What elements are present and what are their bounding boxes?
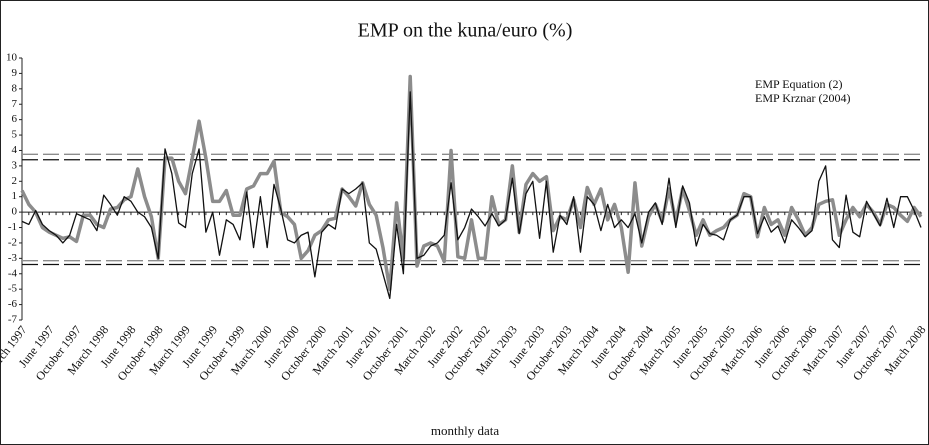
y-tick-label: 1 xyxy=(12,190,18,202)
series-line xyxy=(20,74,923,291)
x-axis-label: monthly data xyxy=(431,423,499,438)
y-tick-label: 8 xyxy=(12,82,18,94)
y-tick-label: 3 xyxy=(12,159,18,171)
y-tick-label: -6 xyxy=(8,298,18,310)
y-tick-label: -1 xyxy=(8,221,17,233)
y-tick-label: 7 xyxy=(12,98,18,110)
y-tick-label: 2 xyxy=(12,175,18,187)
y-tick-label: -5 xyxy=(8,283,18,295)
y-tick-label: 10 xyxy=(6,52,18,64)
y-tick-label: 6 xyxy=(12,113,18,125)
y-tick-label: -7 xyxy=(8,314,18,326)
series-line xyxy=(21,91,922,300)
y-tick-label: -2 xyxy=(8,236,17,248)
y-tick-label: 0 xyxy=(12,206,18,218)
y-tick-label: 9 xyxy=(12,67,18,79)
y-tick-label: -4 xyxy=(8,267,18,279)
y-tick-label: -3 xyxy=(8,252,18,264)
y-tick-label: 4 xyxy=(12,144,18,156)
y-tick-label: 5 xyxy=(12,129,18,141)
legend-label: EMP Equation (2) xyxy=(755,77,843,91)
legend-label: EMP Krznar (2004) xyxy=(755,91,851,105)
chart-title: EMP on the kuna/euro (%) xyxy=(358,20,573,42)
